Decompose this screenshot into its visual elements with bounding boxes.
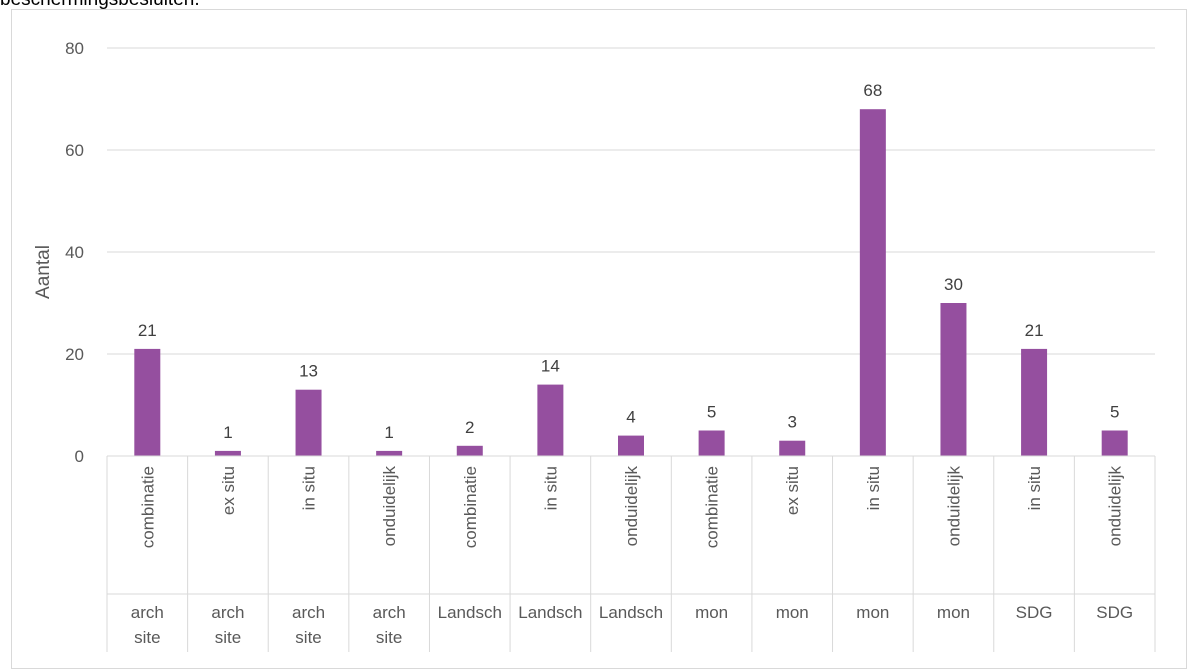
bar	[779, 440, 806, 456]
bar	[618, 435, 644, 456]
y-axis-ticks: 0 20 40 60 80	[65, 39, 84, 466]
x-group-label: arch	[211, 603, 244, 622]
data-label: 68	[863, 81, 882, 100]
data-label: 5	[1110, 403, 1119, 422]
x-tick-label: combinatie	[703, 466, 722, 548]
data-label: 13	[299, 362, 318, 381]
x-group-label: site	[134, 628, 160, 647]
x-tick-label: onduidelijk	[944, 466, 963, 547]
x-tick-label: in situ	[300, 466, 319, 510]
bar	[295, 389, 322, 456]
x-group-label: Landsch	[438, 603, 502, 622]
bar	[940, 303, 967, 456]
bar	[134, 348, 161, 456]
x-tick-label: in situ	[541, 466, 560, 510]
data-label: 21	[1025, 321, 1044, 340]
y-tick-label: 0	[75, 447, 84, 466]
x-group-label: site	[376, 628, 402, 647]
gridlines	[107, 47, 1155, 355]
x-group-label: site	[295, 628, 321, 647]
x-tick-label: ex situ	[219, 466, 238, 515]
bar	[698, 430, 725, 456]
data-label: 14	[541, 357, 560, 376]
y-axis-label: Aantal	[33, 245, 54, 299]
data-label: 4	[626, 408, 635, 427]
x-group-label: Landsch	[599, 603, 663, 622]
bar	[376, 450, 403, 456]
data-labels: 21 1 13 1 2 14 4 5 3 68 30 21 5	[138, 81, 1120, 442]
data-label: 1	[384, 423, 393, 442]
x-tick-label: ex situ	[783, 466, 802, 515]
y-tick-label: 40	[65, 243, 84, 262]
y-tick-label: 60	[65, 141, 84, 160]
bar-chart: 0 20 40 60 80 Aantal 21 1 13 1 2 14 4 5 3 68 30 21 5 com…	[33, 39, 1156, 652]
x-group-label: mon	[856, 603, 889, 622]
bar	[537, 384, 564, 456]
x-group-label: SDG	[1096, 603, 1133, 622]
data-label: 30	[944, 275, 963, 294]
x-tick-label: combinatie	[138, 466, 157, 548]
data-label: 21	[138, 321, 157, 340]
x-tick-label: onduidelijk	[380, 466, 399, 547]
x-group-label: mon	[695, 603, 728, 622]
data-label: 5	[707, 403, 716, 422]
y-tick-label: 80	[65, 39, 84, 58]
x-group-label: SDG	[1016, 603, 1053, 622]
x-axis: combinatie arch site ex situ arch site in situ…	[106, 455, 1156, 652]
x-group-label: arch	[292, 603, 325, 622]
bar	[859, 109, 886, 456]
data-label: 3	[787, 413, 796, 432]
bars	[134, 109, 1128, 456]
data-label: 2	[465, 418, 474, 437]
x-group-label: mon	[776, 603, 809, 622]
x-tick-label: onduidelijk	[622, 466, 641, 547]
x-tick-label: in situ	[864, 466, 883, 510]
x-tick-label: in situ	[1025, 466, 1044, 510]
bar	[1101, 430, 1128, 456]
x-group-label: mon	[937, 603, 970, 622]
chart-caption: beschermingsbesluiten.	[0, 0, 200, 11]
bar	[1021, 348, 1048, 456]
y-tick-label: 20	[65, 345, 84, 364]
bar	[214, 450, 241, 456]
x-group-label: arch	[373, 603, 406, 622]
x-group-label: arch	[131, 603, 164, 622]
data-label: 1	[223, 423, 232, 442]
x-group-label: Landsch	[518, 603, 582, 622]
x-group-label: site	[215, 628, 241, 647]
x-tick-label: onduidelijk	[1106, 466, 1125, 547]
x-tick-label: combinatie	[461, 466, 480, 548]
bar	[456, 445, 483, 456]
